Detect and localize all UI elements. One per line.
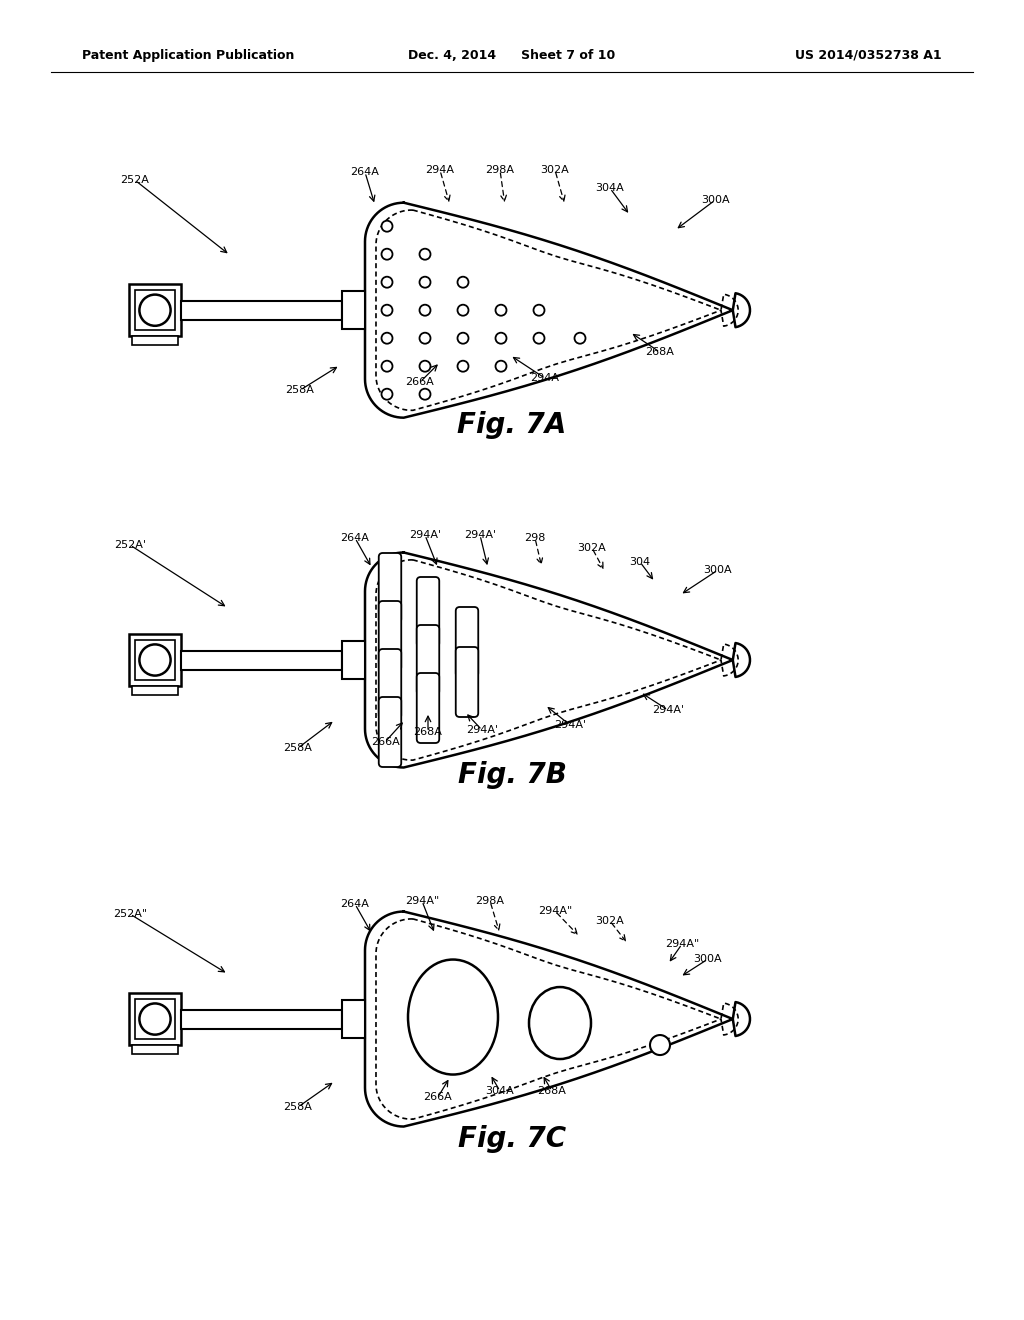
Text: 268A: 268A [538,1086,566,1096]
Bar [129,284,181,337]
Circle shape [534,305,545,315]
FancyBboxPatch shape [456,607,478,677]
Text: Fig. 7A: Fig. 7A [458,411,566,440]
Text: 252A": 252A" [113,909,147,919]
Text: 264A: 264A [341,899,370,909]
Circle shape [382,220,392,232]
FancyBboxPatch shape [417,577,439,647]
Circle shape [496,305,507,315]
Text: 294A": 294A" [665,939,699,949]
Text: 258A: 258A [286,385,314,395]
Circle shape [496,333,507,343]
Text: 294A': 294A' [464,531,496,540]
Text: 300A: 300A [703,565,732,576]
Text: Fig. 7B: Fig. 7B [458,760,566,789]
Bar [132,686,178,696]
Circle shape [139,644,171,676]
Text: 300A: 300A [693,954,722,964]
Circle shape [458,277,469,288]
Text: 268A: 268A [645,347,675,358]
Text: 302A: 302A [596,916,625,927]
Text: Patent Application Publication: Patent Application Publication [82,49,294,62]
Text: 302A: 302A [541,165,569,176]
Circle shape [139,1003,171,1035]
Polygon shape [365,203,750,417]
Text: 264A: 264A [350,168,380,177]
Ellipse shape [408,960,498,1074]
Bar [132,1045,178,1055]
Bar [135,640,175,680]
Text: Fig. 7C: Fig. 7C [458,1125,566,1154]
Text: 268A: 268A [414,727,442,737]
Text: 304: 304 [630,557,650,568]
Text: 258A: 258A [284,743,312,752]
Bar [132,337,178,346]
Circle shape [139,294,171,326]
Circle shape [458,333,469,343]
Text: 294A: 294A [530,374,559,383]
Text: Dec. 4, 2014  Sheet 7 of 10: Dec. 4, 2014 Sheet 7 of 10 [409,49,615,62]
Circle shape [420,388,430,400]
FancyBboxPatch shape [379,601,401,671]
FancyBboxPatch shape [417,673,439,743]
Circle shape [534,333,545,343]
Circle shape [420,277,430,288]
Text: 294A": 294A" [404,896,439,906]
Text: 294A': 294A' [554,719,586,730]
Bar [181,1010,342,1028]
Circle shape [382,360,392,372]
Bar [181,301,342,319]
Text: 252A: 252A [121,176,150,185]
Circle shape [382,388,392,400]
Circle shape [382,333,392,343]
FancyBboxPatch shape [417,624,439,696]
Text: 266A: 266A [406,378,434,387]
Text: 302A: 302A [578,543,606,553]
Bar [181,651,342,669]
Bar [342,292,365,329]
Circle shape [382,305,392,315]
Text: 266A: 266A [424,1092,453,1102]
Circle shape [420,305,430,315]
Circle shape [458,360,469,372]
FancyBboxPatch shape [379,553,401,623]
Text: 258A: 258A [284,1102,312,1111]
Text: 298A: 298A [485,165,514,176]
Bar [342,1001,365,1038]
Text: US 2014/0352738 A1: US 2014/0352738 A1 [796,49,942,62]
Ellipse shape [529,987,591,1059]
Text: 294A: 294A [426,165,455,176]
Text: 304A: 304A [485,1086,514,1096]
Text: 294A': 294A' [409,531,441,540]
Circle shape [496,360,507,372]
Polygon shape [365,553,750,767]
Circle shape [382,277,392,288]
Text: 300A: 300A [700,195,729,205]
Text: 294A": 294A" [538,906,572,916]
Circle shape [650,1035,670,1055]
Bar [129,634,181,686]
Bar [135,999,175,1039]
Circle shape [458,305,469,315]
Bar [135,290,175,330]
FancyBboxPatch shape [379,697,401,767]
Circle shape [382,248,392,260]
Circle shape [420,248,430,260]
Text: 294A': 294A' [652,705,684,715]
Circle shape [574,333,586,343]
Text: 252A': 252A' [114,540,146,550]
Circle shape [420,333,430,343]
FancyBboxPatch shape [456,647,478,717]
Circle shape [420,360,430,372]
Text: 264A: 264A [341,533,370,543]
Text: 298A: 298A [475,896,505,906]
Bar [342,642,365,678]
Bar [129,993,181,1045]
Text: 304A: 304A [596,183,625,193]
FancyBboxPatch shape [379,649,401,719]
Text: 266A: 266A [371,737,399,747]
Text: 298: 298 [524,533,546,543]
Text: 294A': 294A' [466,725,498,735]
Polygon shape [365,912,750,1126]
